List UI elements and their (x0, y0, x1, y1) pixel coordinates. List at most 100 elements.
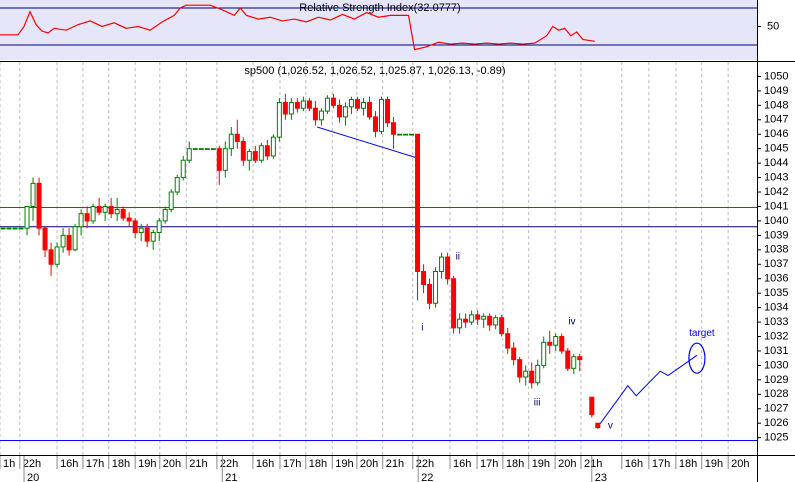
candle-body (96, 205, 102, 213)
candle-body (174, 177, 180, 193)
x-tick-label: 22h (416, 458, 434, 470)
candle-body (276, 101, 282, 138)
candle-body (336, 104, 342, 118)
y-tick-label: 1045 (764, 143, 788, 155)
y-tick-label: 1027 (764, 403, 788, 415)
projection (599, 354, 698, 424)
candle-body (300, 100, 306, 109)
candle-body (354, 99, 360, 109)
candle-body (403, 133, 409, 136)
candle-body (535, 364, 541, 384)
candle-body (366, 101, 372, 118)
candle-body (114, 208, 120, 215)
y-tick-label: 1041 (764, 200, 788, 212)
y-tick-label: 1030 (764, 359, 788, 371)
candle-body (144, 227, 150, 242)
candle-body (12, 227, 18, 230)
candle-body (469, 314, 475, 323)
candle-body (553, 336, 559, 346)
x-tick-label: 17h (283, 458, 301, 470)
y-tick-label: 1039 (764, 229, 788, 241)
candle-body (547, 341, 553, 346)
candle-body (505, 333, 511, 349)
candle-body (427, 284, 433, 304)
candle-body (264, 145, 270, 157)
y-tick-label: 1049 (764, 85, 788, 97)
candle-body (342, 106, 348, 118)
candle-body (463, 318, 469, 323)
x-tick-label: 21h (386, 458, 404, 470)
x-tick-label: 16h (256, 458, 274, 470)
day-label: 23 (595, 472, 607, 482)
candle-body (409, 133, 415, 136)
candle-body (451, 278, 457, 329)
candle-body (589, 396, 595, 416)
candle-body (210, 148, 216, 150)
candle-body (84, 213, 90, 222)
candle-body (168, 191, 174, 210)
candle-body (192, 148, 198, 150)
x-tick-label: 20h (731, 458, 749, 470)
candle-body (258, 145, 264, 161)
candle-body (445, 256, 451, 280)
candle-body (571, 356, 577, 369)
candle-body (186, 148, 192, 161)
candle-body (36, 182, 42, 229)
rsi-line (0, 4, 595, 51)
candle-body (102, 205, 108, 213)
y-tick-label: 1036 (764, 273, 788, 285)
candle-body (294, 101, 300, 109)
candle-body (288, 101, 294, 115)
candle-body (433, 271, 439, 304)
y-tick-label: 1040 (764, 215, 788, 227)
candle-body (493, 317, 499, 326)
candle-body (48, 249, 54, 265)
candle-body (198, 148, 204, 150)
x-tick-label: 18h (112, 458, 130, 470)
candle-body (517, 359, 523, 378)
y-tick-label: 1029 (764, 374, 788, 386)
y-tick-label: 1047 (764, 114, 788, 126)
x-tick-label: 20h (163, 458, 181, 470)
candle-body (72, 226, 78, 251)
candle-body (318, 110, 324, 121)
wave-label: iv (568, 317, 575, 328)
candle-body (475, 314, 481, 320)
y-tick-label: 1026 (764, 417, 788, 429)
candle-body (348, 99, 354, 108)
candle-body (529, 370, 535, 384)
y-tick-label: 1025 (764, 432, 788, 444)
trendline (317, 126, 416, 158)
x-tick-label: 16h (453, 458, 471, 470)
target-label: target (689, 328, 715, 339)
candle-body (457, 318, 463, 329)
y-tick-label: 1042 (764, 186, 788, 198)
candle-body (6, 227, 12, 230)
candle-body (306, 100, 312, 109)
candle-body (24, 205, 30, 229)
candle-body (0, 227, 6, 230)
candle-body (595, 422, 601, 429)
y-tick-label: 1034 (764, 302, 788, 314)
candle-body (372, 116, 378, 132)
wave-label: ii (456, 252, 460, 263)
candle-body (222, 148, 228, 171)
candle-body (252, 151, 258, 161)
y-tick-label: 1044 (764, 157, 788, 169)
candle-body (439, 256, 445, 273)
candle-body (120, 208, 126, 219)
x-tick-label: 16h (625, 458, 643, 470)
candle-body (162, 208, 168, 222)
candle-body (511, 347, 517, 361)
candle-body (216, 148, 222, 171)
x-tick-label: 19h (335, 458, 353, 470)
y-tick-label: 1033 (764, 316, 788, 328)
x-tick-label: 19h (705, 458, 723, 470)
candle-body (499, 317, 505, 335)
candle-body (204, 148, 210, 150)
candle-body (234, 133, 240, 142)
x-tick-label: 21h (189, 458, 207, 470)
day-label: 22 (421, 472, 433, 482)
candle-body (180, 159, 186, 179)
